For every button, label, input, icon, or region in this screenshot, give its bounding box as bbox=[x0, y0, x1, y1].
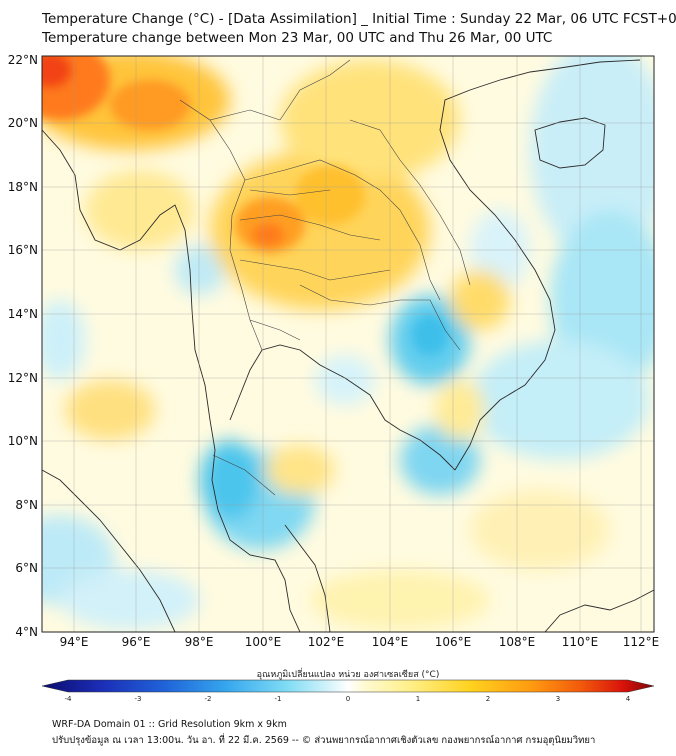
colorbar-tick-label: -3 bbox=[135, 695, 142, 703]
latitude-label: 16°N bbox=[8, 243, 38, 257]
map-border bbox=[41, 55, 655, 633]
longitude-label: 98°E bbox=[185, 635, 214, 649]
latitude-label: 4°N bbox=[15, 625, 38, 639]
colorbar-tick-label: 0 bbox=[346, 695, 350, 703]
latitude-label: 18°N bbox=[8, 180, 38, 194]
longitude-label: 106°E bbox=[435, 635, 472, 649]
footer-model-info: WRF-DA Domain 01 :: Grid Resolution 9km … bbox=[52, 719, 287, 730]
longitude-label: 96°E bbox=[122, 635, 151, 649]
longitude-label: 100°E bbox=[245, 635, 282, 649]
latitude-label: 8°N bbox=[15, 498, 38, 512]
colorbar-tick-label: 4 bbox=[626, 695, 631, 703]
longitude-label: 112°E bbox=[623, 635, 660, 649]
longitude-labels: 94°E 96°E 98°E 100°E 102°E 104°E 106°E 108°E 110… bbox=[60, 635, 660, 649]
longitude-label: 94°E bbox=[60, 635, 89, 649]
footer-credit: ปรับปรุงข้อมูล ณ เวลา 13:00น. วัน อา. ที… bbox=[52, 735, 596, 746]
longitude-label: 108°E bbox=[499, 635, 536, 649]
chart-subtitle: Temperature change between Mon 23 Mar, 0… bbox=[42, 30, 553, 46]
coastlines bbox=[42, 59, 654, 632]
latitude-label: 6°N bbox=[15, 561, 38, 575]
temperature-field bbox=[42, 56, 654, 632]
longitude-label: 104°E bbox=[372, 635, 409, 649]
latitude-labels: 22°N 20°N 18°N 16°N 14°N 12°N 10°N 8°N 6°N 4°N bbox=[8, 53, 38, 639]
latitude-label: 14°N bbox=[8, 307, 38, 321]
longitude-label: 102°E bbox=[308, 635, 345, 649]
colorbar-tick-label: 2 bbox=[486, 695, 490, 703]
map-gridlines bbox=[42, 56, 654, 632]
colorbar-tick-label: 3 bbox=[556, 695, 560, 703]
colorbar bbox=[41, 679, 655, 693]
country-borders bbox=[179, 59, 471, 496]
chart-title: Temperature Change (°C) - [Data Assimila… bbox=[42, 11, 676, 27]
colorbar-label: อุณหภูมิเปลี่ยนแปลง หน่วย องศาเซลเซียส (… bbox=[257, 667, 440, 680]
colorbar-tick-label: -1 bbox=[275, 695, 282, 703]
colorbar-tick-label: -4 bbox=[65, 695, 73, 703]
colorbar-tick-label: 1 bbox=[416, 695, 420, 703]
colorbar-tick-label: -2 bbox=[205, 695, 212, 703]
longitude-label: 110°E bbox=[562, 635, 599, 649]
colorbar-ticks: -4 -3 -2 -1 0 1 2 3 4 bbox=[65, 695, 631, 703]
latitude-label: 10°N bbox=[8, 434, 38, 448]
latitude-label: 22°N bbox=[8, 53, 38, 67]
latitude-label: 20°N bbox=[8, 116, 38, 130]
latitude-label: 12°N bbox=[8, 371, 38, 385]
